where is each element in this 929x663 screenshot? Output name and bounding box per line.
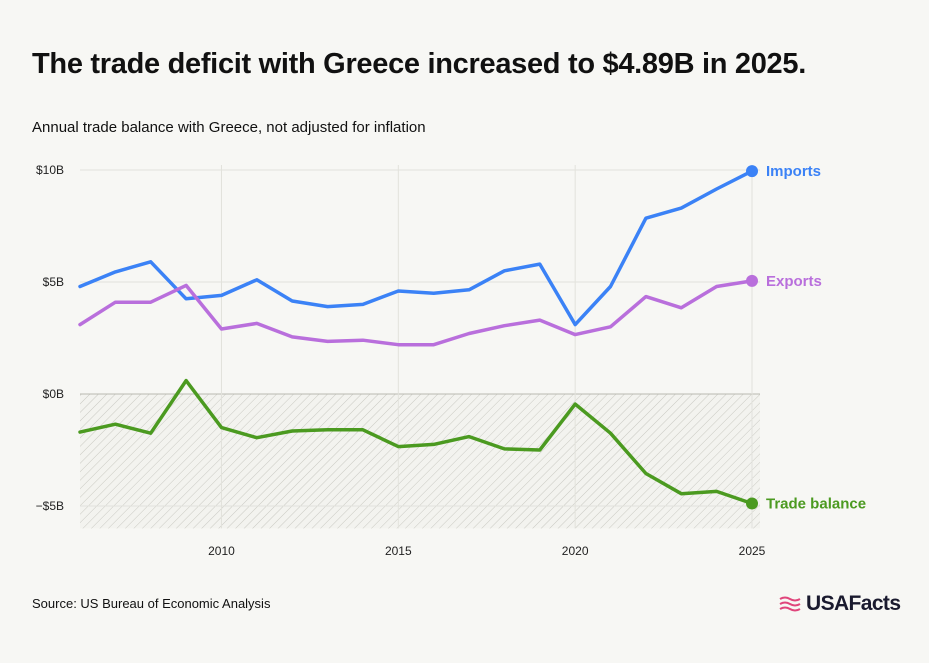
y-tick-label: $0B [43, 387, 64, 401]
logo-text: USAFacts [806, 592, 901, 615]
x-tick-label: 2010 [208, 544, 235, 558]
series-line-exports [78, 279, 754, 347]
x-tick-label: 2015 [385, 544, 412, 558]
series-end-point-exports [746, 274, 758, 287]
x-tick-label: 2025 [739, 544, 766, 558]
y-tick-label: −$5B [36, 499, 64, 513]
chart-subtitle: Annual trade balance with Greece, not ad… [32, 119, 426, 136]
series-line-imports [78, 169, 754, 327]
y-tick-label: $10B [36, 163, 64, 177]
series-end-point-imports [746, 165, 758, 178]
x-tick-label: 2020 [562, 544, 589, 558]
series-end-point-trade-balance [746, 497, 758, 510]
source-note: Source: US Bureau of Economic Analysis [32, 596, 271, 611]
series-label-exports: Exports [766, 273, 822, 290]
negative-region-hatch [80, 394, 760, 529]
series-line-trade-balance [78, 378, 754, 506]
flag-icon [779, 596, 801, 612]
line-chart: $10B $5B $0B −$5B 2010 2015 2020 2025 Imports Ex… [36, 163, 866, 558]
y-tick-label: $5B [43, 275, 64, 289]
series-label-imports: Imports [766, 163, 821, 180]
usafacts-logo: USAFacts [778, 592, 901, 616]
series-label-trade-balance: Trade balance [766, 496, 866, 513]
chart-title: The trade deficit with Greece increased … [32, 48, 806, 80]
